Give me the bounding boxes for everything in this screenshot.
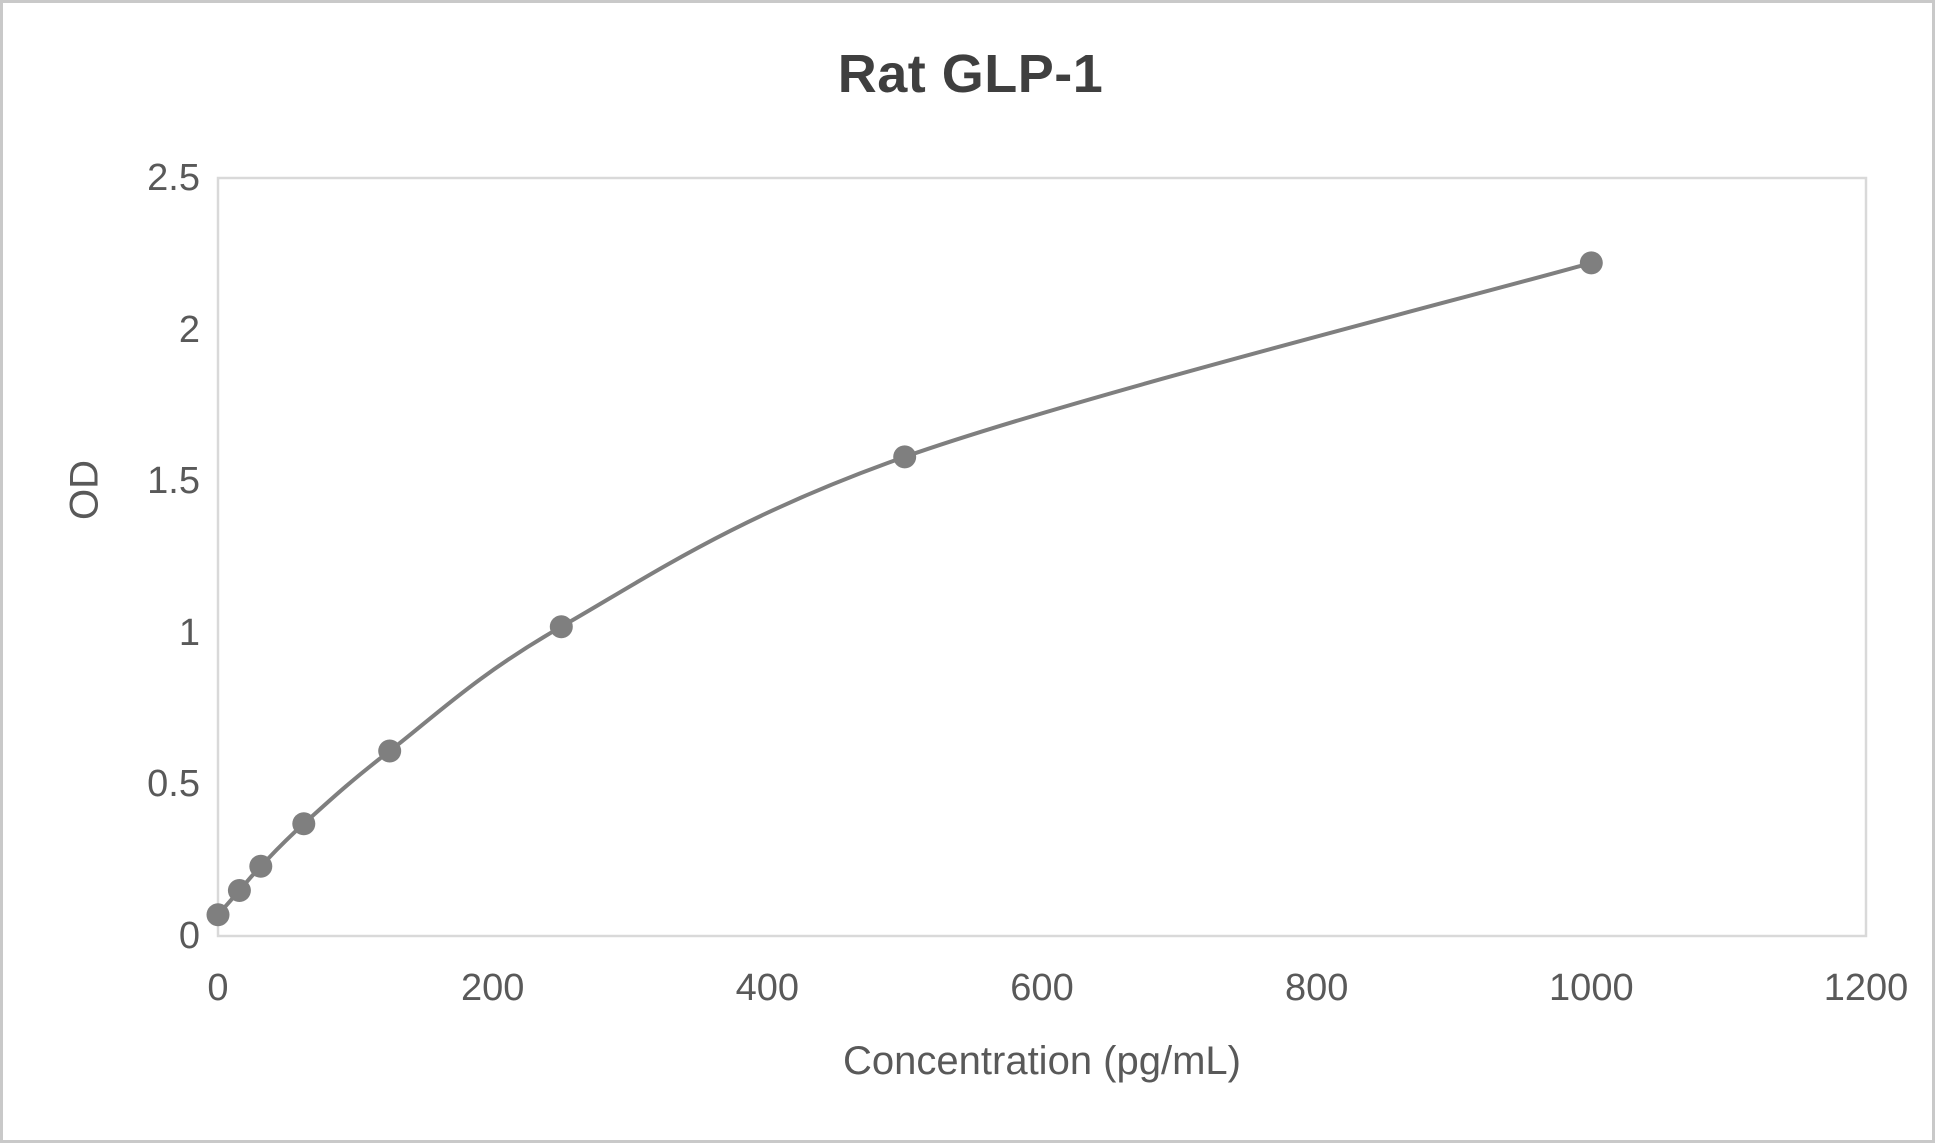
y-tick-label: 1 <box>178 611 200 654</box>
x-tick-label: 1000 <box>1549 967 1634 1009</box>
data-point-marker <box>893 445 917 469</box>
plot-area-border <box>216 176 1868 938</box>
data-point-marker <box>378 739 402 763</box>
data-point-marker <box>292 812 316 836</box>
x-tick-label: 600 <box>1010 967 1074 1009</box>
series-line <box>216 260 1594 917</box>
x-tick-label: 800 <box>1284 967 1349 1009</box>
x-tick-label: 400 <box>735 967 800 1009</box>
y-tick-label: 2 <box>178 308 200 351</box>
x-tick-label: 1200 <box>1823 967 1909 1009</box>
data-point-marker <box>206 903 230 927</box>
y-tick-label: 1.5 <box>147 460 200 503</box>
data-point-marker <box>1579 251 1603 275</box>
data-point-marker <box>227 879 251 902</box>
y-tick-label: 0.5 <box>147 763 200 806</box>
x-tick-label: 200 <box>460 967 525 1009</box>
chart-title: Rat GLP-1 <box>837 44 1104 104</box>
data-point-marker <box>249 854 273 878</box>
y-tick-label: 0 <box>178 915 200 957</box>
plot-svg <box>206 176 1868 938</box>
x-tick-label: 0 <box>207 967 229 1009</box>
y-tick-label: 2.5 <box>147 157 200 199</box>
data-point-marker <box>549 615 573 639</box>
x-axis-title: Concentration (pg/mL) <box>843 1039 1241 1083</box>
y-axis-title: OD <box>62 460 107 520</box>
